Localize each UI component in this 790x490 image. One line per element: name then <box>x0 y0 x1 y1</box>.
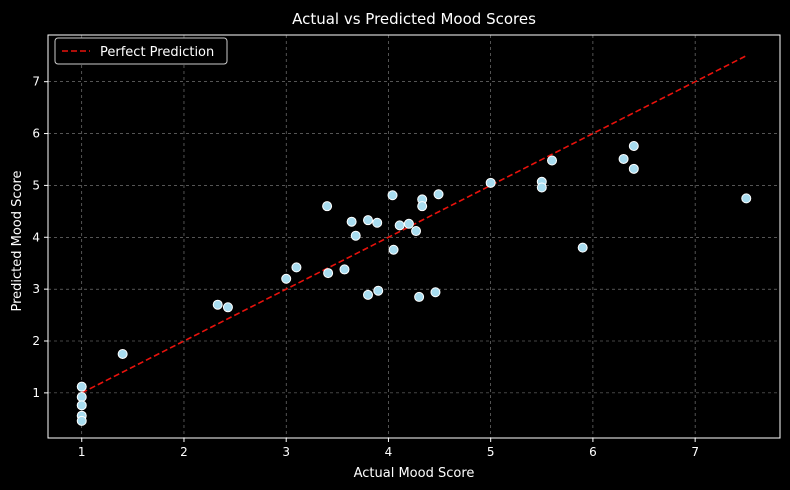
data-points <box>76 140 752 426</box>
data-point <box>76 392 87 403</box>
data-point <box>536 182 547 193</box>
data-point <box>362 215 373 226</box>
data-point <box>323 268 334 279</box>
data-point <box>547 155 558 166</box>
data-point <box>346 216 357 227</box>
data-point <box>76 381 87 392</box>
chart-title: Actual vs Predicted Mood Scores <box>292 10 536 28</box>
y-tick-label: 3 <box>32 282 40 296</box>
data-point <box>350 230 361 241</box>
data-point <box>628 163 639 174</box>
x-axis-label: Actual Mood Score <box>354 466 475 481</box>
plot-frame <box>47 34 781 439</box>
data-point <box>339 264 350 275</box>
x-tick-label: 5 <box>487 445 495 459</box>
y-tick-label: 7 <box>32 75 40 89</box>
data-point <box>76 400 87 411</box>
data-point <box>76 415 87 426</box>
data-point <box>485 177 496 188</box>
x-tick-label: 7 <box>691 445 699 459</box>
y-tick-label: 1 <box>32 386 40 400</box>
data-point <box>577 242 588 253</box>
legend-box <box>54 37 228 65</box>
data-point <box>388 244 399 255</box>
data-point <box>741 193 752 204</box>
data-point <box>394 220 405 231</box>
data-point <box>387 190 398 201</box>
data-point <box>212 299 223 310</box>
data-point <box>628 140 639 151</box>
y-axis-ticks: 1 2 3 4 5 6 7 <box>32 75 48 400</box>
x-axis-ticks: 1 2 3 4 5 6 7 <box>78 438 699 459</box>
x-tick-label: 4 <box>385 445 393 459</box>
x-tick-label: 6 <box>589 445 597 459</box>
y-axis-label: Predicted Mood Score <box>10 170 25 311</box>
data-point <box>618 153 629 164</box>
data-point <box>433 189 444 200</box>
data-point <box>362 289 373 300</box>
perfect-prediction-line <box>81 55 747 394</box>
data-point <box>411 226 422 237</box>
data-point <box>291 262 302 273</box>
data-point <box>403 218 414 229</box>
data-point <box>372 217 383 228</box>
y-tick-label: 5 <box>32 178 40 192</box>
data-point <box>414 291 425 302</box>
data-point <box>430 287 441 298</box>
data-point <box>117 348 128 359</box>
data-point <box>417 201 428 212</box>
y-tick-label: 2 <box>32 334 40 348</box>
grid-lines <box>48 35 780 438</box>
data-point <box>222 302 233 313</box>
legend: Perfect Prediction <box>54 37 228 65</box>
x-tick-label: 2 <box>180 445 188 459</box>
x-tick-label: 3 <box>282 445 290 459</box>
legend-label: Perfect Prediction <box>100 45 214 60</box>
y-tick-label: 6 <box>32 127 40 141</box>
y-tick-label: 4 <box>32 230 40 244</box>
data-point <box>322 201 333 212</box>
x-tick-label: 1 <box>78 445 86 459</box>
data-point <box>281 273 292 284</box>
data-point <box>373 285 384 296</box>
